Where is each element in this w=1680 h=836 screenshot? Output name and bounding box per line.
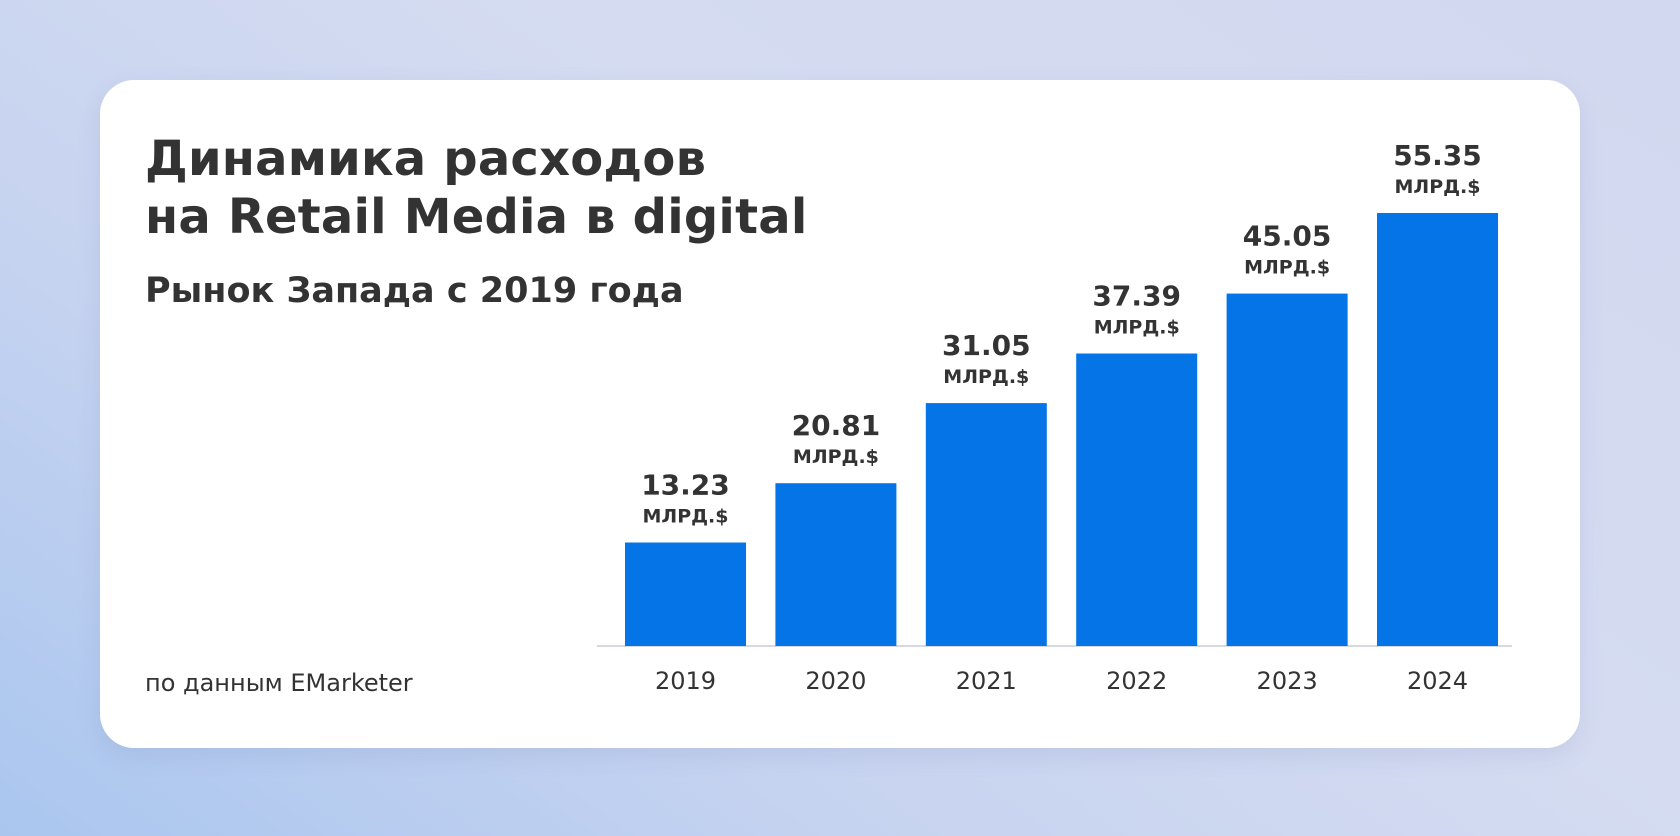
x-tick-2021: 2021 [956, 667, 1017, 695]
unit-label-2021: МЛРД.$ [943, 366, 1029, 388]
source-note: по данным EMarketer [145, 669, 413, 697]
bar-2019 [625, 542, 746, 646]
value-label-2023: 45.05 [1243, 220, 1332, 253]
x-tick-2019: 2019 [655, 667, 716, 695]
chart-title: Динамика расходов на Retail Media в digi… [145, 130, 807, 246]
value-label-2022: 37.39 [1092, 280, 1181, 313]
x-tick-2020: 2020 [805, 667, 866, 695]
unit-label-2019: МЛРД.$ [643, 506, 729, 528]
bars-group: 13.23 МЛРД.$ 2019 20.81 МЛРД.$ 2020 31.05 МЛРД.… [625, 139, 1498, 695]
unit-label-2024: МЛРД.$ [1395, 176, 1481, 198]
chart-card: Динамика расходов на Retail Media в digi… [100, 80, 1580, 748]
unit-label-2023: МЛРД.$ [1244, 257, 1330, 279]
unit-label-2020: МЛРД.$ [793, 446, 879, 468]
bar-2023 [1226, 293, 1348, 646]
value-label-2021: 31.05 [942, 329, 1031, 362]
bar-chart: 13.23 МЛРД.$ 2019 20.81 МЛРД.$ 2020 31.05 МЛРД.… [597, 139, 1512, 695]
bar-2022 [1076, 353, 1198, 646]
title-line-2: на Retail Media в digital [145, 189, 808, 245]
x-tick-2022: 2022 [1106, 667, 1167, 695]
value-label-2024: 55.35 [1393, 139, 1482, 172]
x-tick-2023: 2023 [1257, 667, 1318, 695]
bar-2024 [1377, 213, 1498, 646]
bar-2020 [775, 483, 897, 646]
title-line-1: Динамика расходов [145, 131, 707, 187]
unit-label-2022: МЛРД.$ [1094, 317, 1180, 339]
chart-subtitle: Рынок Запада с 2019 года [145, 271, 684, 311]
bar-2021 [925, 403, 1047, 646]
value-label-2020: 20.81 [792, 409, 881, 442]
value-label-2019: 13.23 [641, 469, 730, 502]
x-tick-2024: 2024 [1407, 667, 1468, 695]
